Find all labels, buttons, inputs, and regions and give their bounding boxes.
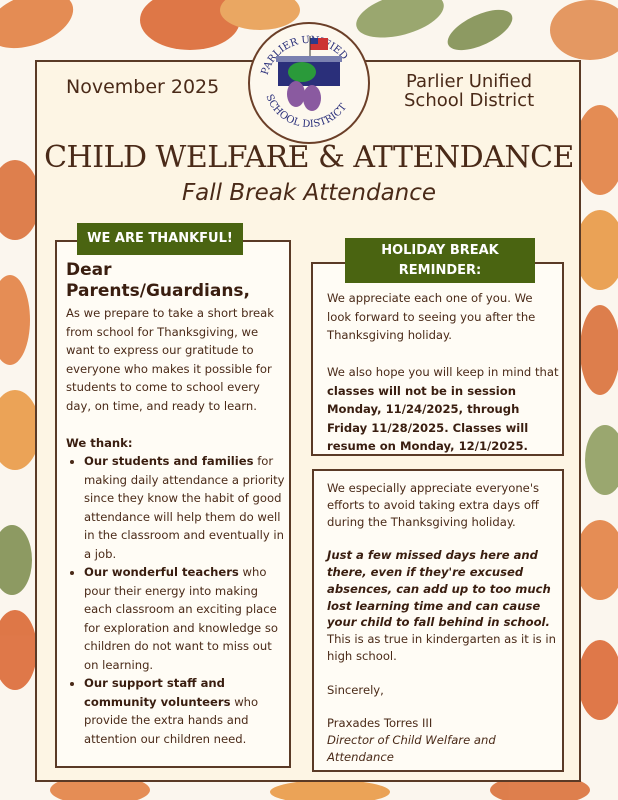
page-title: CHILD WELFARE & ATTENDANCE [44, 140, 574, 175]
greeting: Dear Parents/Guardians, [66, 260, 251, 301]
reminder-paragraph-2: We also hope you will keep in mind that … [327, 365, 559, 453]
holiday-reminder-tab: HOLIDAY BREAK REMINDER: [345, 238, 535, 283]
district-logo: PARLIER UNIFIED SCHOOL DISTRICT [248, 22, 370, 144]
district-line-2: School District [404, 90, 535, 111]
signer-role: Director of Child Welfare and Attendance [327, 732, 496, 764]
page-subtitle: Fall Break Attendance [181, 180, 437, 206]
intro-paragraph: As we prepare to take a short break from… [66, 306, 274, 413]
district-line-1: Parlier Unified [406, 71, 533, 92]
signoff: Sincerely, [327, 682, 384, 697]
district-name: Parlier Unified School District [404, 72, 534, 110]
newsletter-date: November 2025 [66, 76, 220, 98]
list-item: Our students and families for making dai… [84, 452, 286, 563]
closing-paragraph-2: Just a few missed days here and there, e… [327, 548, 556, 663]
thanks-list: Our students and families for making dai… [66, 452, 286, 748]
thankful-box: Dear Parents/Guardians, As we prepare to… [55, 240, 291, 768]
district-seal-icon: PARLIER UNIFIED SCHOOL DISTRICT [260, 35, 350, 130]
list-item: Our support staff and community voluntee… [84, 674, 286, 748]
list-item: Our wonderful teachers who pour their en… [84, 563, 286, 674]
reminder-paragraph-1: We appreciate each one of you. We look f… [327, 291, 536, 342]
closing-paragraph-1: We especially appreciate everyone's effo… [327, 481, 540, 529]
thankful-tab: WE ARE THANKFUL! [77, 223, 243, 255]
holiday-reminder-box: We appreciate each one of you. We look f… [311, 262, 564, 456]
we-thank-label: We thank: [66, 435, 133, 450]
signer-name: Praxades Torres III [327, 716, 433, 731]
closing-box: We especially appreciate everyone's effo… [312, 469, 564, 772]
